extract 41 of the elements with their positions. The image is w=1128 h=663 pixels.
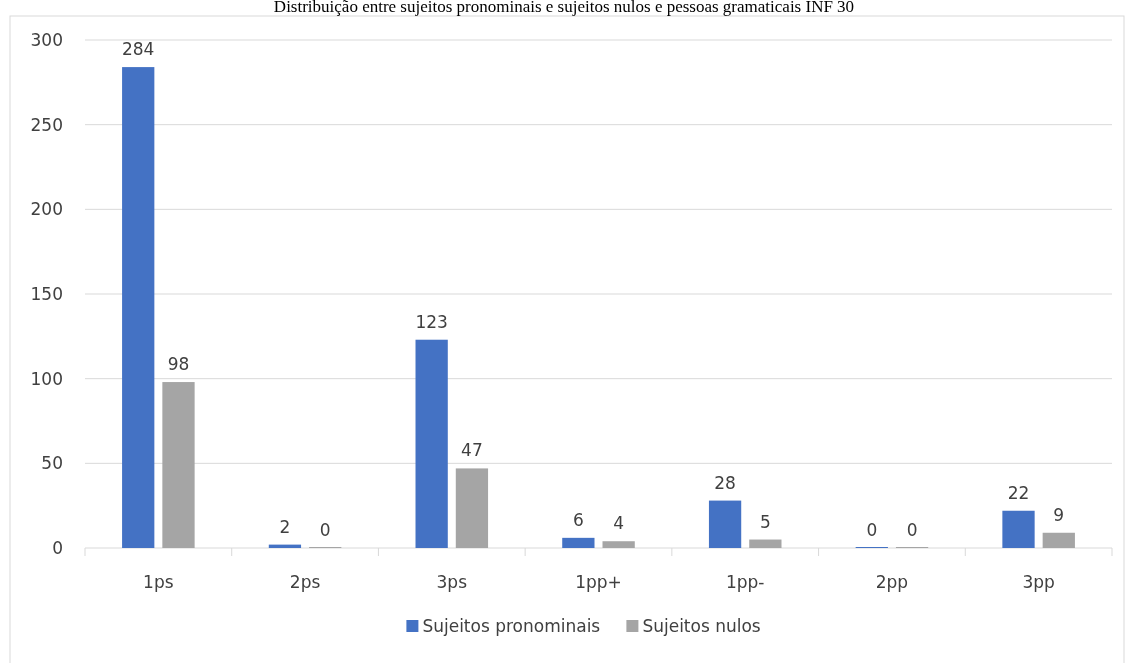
x-tick-label: 1pp+ — [575, 572, 622, 592]
legend-label: Sujeitos pronominais — [422, 616, 601, 636]
y-tick-label: 250 — [30, 114, 63, 135]
bar — [162, 382, 195, 548]
data-label: 284 — [121, 39, 155, 60]
data-label: 28 — [714, 472, 736, 493]
data-label: 2 — [279, 516, 291, 537]
data-label: 98 — [167, 354, 190, 375]
data-label: 123 — [415, 311, 448, 332]
x-tick-label: 1pp- — [725, 572, 765, 592]
data-label: 0 — [319, 520, 331, 540]
x-tick-label: 1ps — [143, 572, 174, 592]
data-label: 9 — [1053, 504, 1065, 525]
data-label: 0 — [906, 520, 918, 540]
y-tick-label: 300 — [30, 30, 63, 50]
bar — [415, 339, 448, 548]
x-tick-label: 2ps — [289, 572, 321, 592]
bar — [708, 500, 742, 548]
bar — [602, 541, 635, 548]
bar — [455, 468, 489, 548]
data-label: 22 — [1007, 482, 1030, 503]
x-tick-label: 3pp — [1022, 572, 1055, 592]
bar — [1002, 510, 1035, 548]
y-tick-label: 150 — [30, 284, 63, 304]
y-tick-label: 200 — [30, 199, 63, 220]
bar — [749, 539, 782, 548]
x-tick-label: 3ps — [436, 572, 468, 592]
data-label: 5 — [759, 511, 771, 532]
legend-label: Sujeitos nulos — [642, 616, 761, 636]
data-label: 0 — [866, 520, 878, 540]
chart-title: Distribuição entre sujeitos pronominais e sujeitos nulos e pessoas gramaticais INF 30 — [273, 0, 855, 16]
bar — [562, 537, 595, 548]
bar — [122, 67, 155, 548]
y-tick-label: 0 — [52, 538, 63, 558]
bar — [1042, 532, 1075, 548]
data-label: 6 — [572, 509, 584, 530]
x-tick-label: 2pp — [875, 572, 909, 592]
data-label: 4 — [613, 513, 625, 534]
y-tick-label: 100 — [30, 368, 63, 389]
y-tick-label: 50 — [41, 453, 63, 474]
data-label: 47 — [461, 440, 483, 461]
